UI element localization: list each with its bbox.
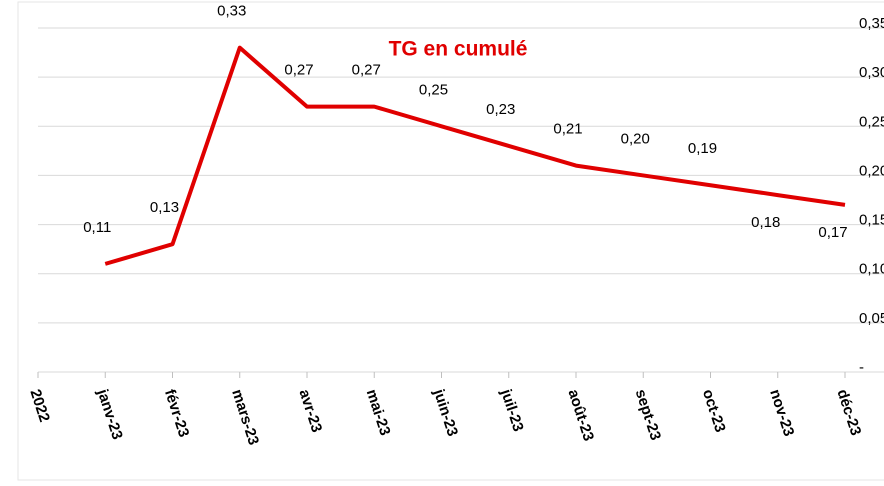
x-tick-label: nov-23	[766, 387, 797, 438]
line	[104, 45, 846, 266]
chart-title: TG en cumulé	[389, 38, 528, 61]
data-label: 0,18	[751, 214, 780, 231]
x-tick-label: avr-23	[295, 387, 325, 434]
y-tick-label: 0,20	[859, 162, 884, 179]
data-label: 0,25	[419, 81, 448, 98]
x-tick-label: juin-23	[430, 386, 461, 438]
chart-frame	[17, 1, 884, 481]
x-tick-label: mai-23	[363, 387, 394, 437]
x-tick-label: juil-23	[497, 386, 527, 433]
x-tick-label: déc-23	[833, 387, 864, 437]
data-label: 0,11	[83, 219, 111, 236]
y-tick-label: 0,10	[859, 261, 884, 278]
x-tick-label: sept-23	[632, 387, 664, 442]
data-label: 0,20	[621, 130, 650, 147]
data-label: 0,13	[150, 199, 179, 216]
data-label: 0,27	[284, 62, 313, 79]
y-tick-label: 0,35	[859, 15, 884, 32]
x-tick-label: oct-23	[699, 387, 729, 434]
data-label: 0,21	[553, 121, 582, 138]
data-label: 0,19	[688, 140, 717, 157]
data-label: 0,23	[486, 101, 515, 118]
y-tick-label: 0,30	[859, 64, 884, 81]
data-label: 0,33	[217, 3, 246, 20]
y-tick-label: 0,15	[859, 212, 884, 229]
x-tick-label: août-23	[564, 387, 597, 443]
data-label: 0,27	[352, 62, 381, 79]
x-tick-label: janv-23	[93, 386, 125, 441]
x-tick-label: 2022	[26, 387, 52, 424]
y-tick-label: 0,05	[859, 310, 884, 327]
x-tick-label: mars-23	[228, 387, 262, 447]
x-tick-label: févr-23	[161, 387, 192, 439]
data-label: 0,17	[818, 224, 847, 241]
y-tick-label: 0,25	[859, 113, 884, 130]
y-tick-label: -	[859, 359, 864, 376]
